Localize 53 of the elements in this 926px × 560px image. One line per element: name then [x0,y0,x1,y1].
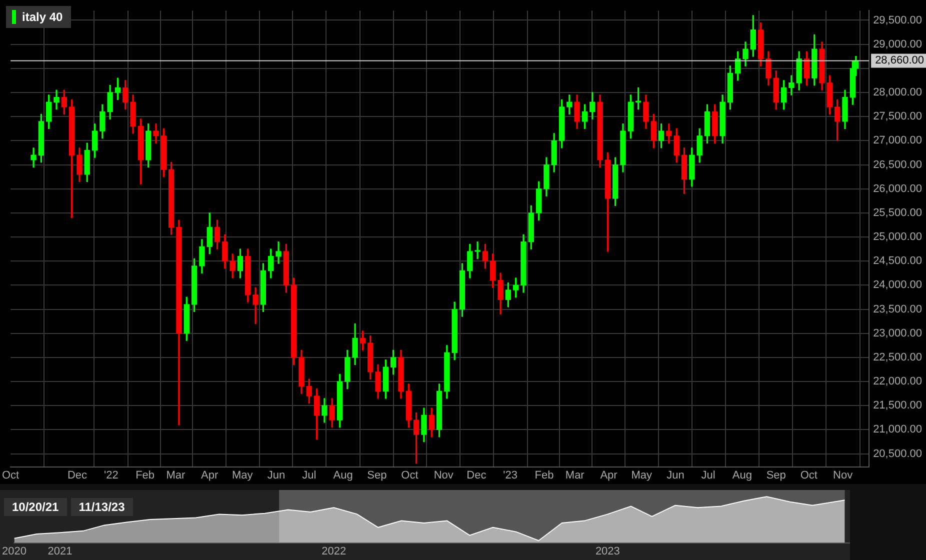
x-tick-label: Dec [466,469,487,482]
y-tick-label: 29,500.00 [873,14,922,26]
x-tick-label: 2020 [2,545,26,558]
x-tick-label: May [631,469,652,482]
x-tick-label: Nov [833,469,854,482]
x-tick-label: Sep [766,469,786,482]
y-tick-label: 25,500.00 [873,206,922,219]
x-tick-label: '23 [503,469,518,482]
y-tick-label: 28,000.00 [873,86,922,99]
y-tick-label: 23,000.00 [873,327,922,340]
y-tick-label: 22,000.00 [873,376,922,388]
ref-line-label: 28,660.00 [875,54,924,67]
annotation: 11/13/23 [70,498,133,516]
x-tick-label: Sep [367,469,387,482]
annotation: 10/20/21 [4,498,67,516]
x-tick-label: Feb [136,469,155,482]
y-tick-label: 21,500.00 [873,400,922,412]
x-tick-label: '22 [104,469,118,482]
x-tick-label: May [232,469,254,482]
x-tick-label: Mar [166,469,186,482]
x-tick-label: Nov [434,469,454,482]
y-tick-label: 20,500.00 [873,448,922,460]
candlestick [276,242,282,264]
y-tick-label: 26,500.00 [873,158,922,171]
y-tick-label: 23,500.00 [873,303,922,316]
x-tick-label: Aug [333,469,353,482]
x-tick-label: 2021 [48,545,72,558]
x-tick-label: Feb [534,469,554,482]
x-tick-label: Jul [302,469,316,482]
x-tick-label: Apr [201,469,218,482]
x-tick-label: Apr [600,469,618,482]
y-tick-label: 27,500.00 [873,110,922,123]
y-tick-label: 22,500.00 [873,351,922,364]
y-tick-label: 27,000.00 [873,134,922,147]
legend-label: italy 40 [22,10,63,24]
y-tick-label: 29,000.00 [873,38,922,50]
x-tick-label: Jun [666,469,684,482]
x-tick-label: Oct [800,469,818,482]
x-tick-label: Aug [732,469,752,482]
x-tick-label: Mar [565,469,585,482]
x-tick-label: Oct [2,469,20,482]
x-tick-label: 2022 [322,545,346,558]
x-tick-label: Dec [67,469,88,482]
y-tick-label: 26,000.00 [873,182,922,195]
x-tick-label: Jul [701,469,716,482]
y-tick-label: 24,500.00 [873,255,922,268]
y-tick-label: 25,000.00 [873,231,922,244]
y-tick-label: 21,000.00 [873,424,922,436]
x-tick-label: Oct [401,469,418,482]
x-tick-label: Jun [267,469,286,482]
x-tick-label: 2023 [595,545,620,558]
candlestick [474,242,480,260]
y-tick-label: 24,000.00 [873,279,922,292]
